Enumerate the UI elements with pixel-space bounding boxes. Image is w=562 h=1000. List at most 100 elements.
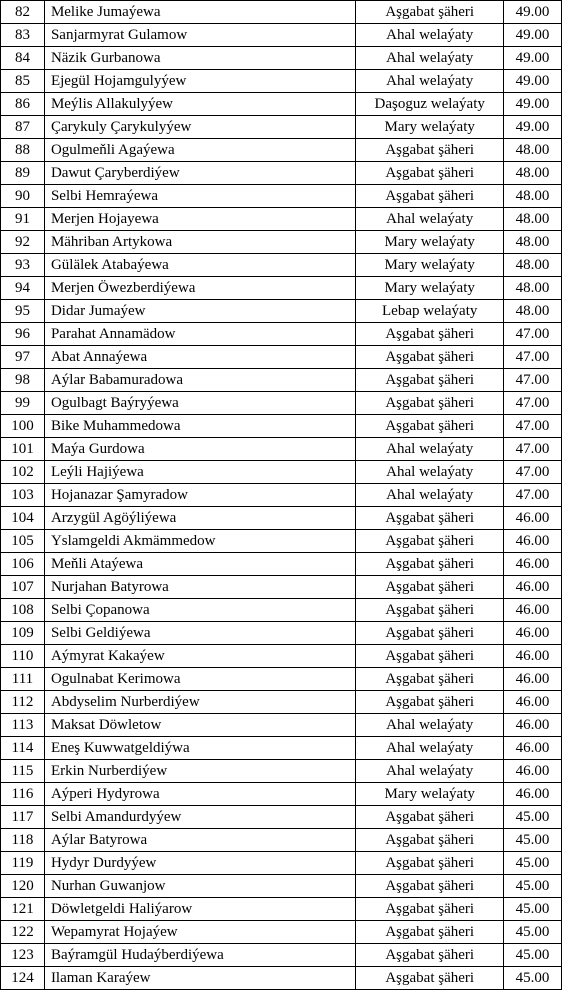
row-name: Melike Jumaýewa <box>44 1 355 24</box>
row-score: 45.00 <box>504 852 562 875</box>
row-number: 88 <box>1 139 45 162</box>
row-score: 45.00 <box>504 944 562 967</box>
table-row: 82Melike JumaýewaAşgabat şäheri49.00 <box>1 1 562 24</box>
table-row: 106Meňli AtaýewaAşgabat şäheri46.00 <box>1 553 562 576</box>
row-name: Selbi Geldiýewa <box>44 622 355 645</box>
row-number: 123 <box>1 944 45 967</box>
table-row: 88Ogulmeňli AgaýewaAşgabat şäheri48.00 <box>1 139 562 162</box>
row-name: Dawut Çaryberdiýew <box>44 162 355 185</box>
row-region: Ahal welaýaty <box>356 737 504 760</box>
table-row: 123Baýramgül HudaýberdiýewaAşgabat şäher… <box>1 944 562 967</box>
row-score: 46.00 <box>504 599 562 622</box>
row-region: Ahal welaýaty <box>356 484 504 507</box>
table-row: 86Meýlis AllakulyýewDaşoguz welaýaty49.0… <box>1 93 562 116</box>
row-score: 49.00 <box>504 116 562 139</box>
row-number: 124 <box>1 967 45 990</box>
row-score: 46.00 <box>504 530 562 553</box>
row-score: 49.00 <box>504 24 562 47</box>
row-score: 45.00 <box>504 829 562 852</box>
row-name: Aýmyrat Kakaýew <box>44 645 355 668</box>
row-name: Ilaman Karaýew <box>44 967 355 990</box>
row-number: 112 <box>1 691 45 714</box>
row-number: 109 <box>1 622 45 645</box>
row-number: 90 <box>1 185 45 208</box>
row-name: Wepamyrat Hojaýew <box>44 921 355 944</box>
row-name: Nurhan Guwanjow <box>44 875 355 898</box>
row-name: Baýramgül Hudaýberdiýewa <box>44 944 355 967</box>
row-number: 99 <box>1 392 45 415</box>
row-score: 46.00 <box>504 645 562 668</box>
row-score: 48.00 <box>504 231 562 254</box>
table-body: 82Melike JumaýewaAşgabat şäheri49.0083Sa… <box>1 1 562 990</box>
table-row: 104Arzygül AgöýliýewaAşgabat şäheri46.00 <box>1 507 562 530</box>
row-number: 96 <box>1 323 45 346</box>
table-row: 113Maksat DöwletowAhal welaýaty46.00 <box>1 714 562 737</box>
table-row: 115Erkin NurberdiýewAhal welaýaty46.00 <box>1 760 562 783</box>
row-number: 85 <box>1 70 45 93</box>
row-name: Abdyselim Nurberdiýew <box>44 691 355 714</box>
table-row: 108Selbi ÇopanowaAşgabat şäheri46.00 <box>1 599 562 622</box>
row-number: 113 <box>1 714 45 737</box>
row-region: Aşgabat şäheri <box>356 369 504 392</box>
row-score: 46.00 <box>504 576 562 599</box>
row-region: Aşgabat şäheri <box>356 507 504 530</box>
table-row: 111Ogulnabat KerimowaAşgabat şäheri46.00 <box>1 668 562 691</box>
table-row: 119Hydyr DurdyýewAşgabat şäheri45.00 <box>1 852 562 875</box>
row-number: 82 <box>1 1 45 24</box>
table-row: 101Maýa GurdowaAhal welaýaty47.00 <box>1 438 562 461</box>
row-region: Aşgabat şäheri <box>356 622 504 645</box>
row-number: 115 <box>1 760 45 783</box>
row-number: 118 <box>1 829 45 852</box>
row-score: 48.00 <box>504 185 562 208</box>
row-score: 48.00 <box>504 208 562 231</box>
row-region: Aşgabat şäheri <box>356 944 504 967</box>
row-region: Aşgabat şäheri <box>356 185 504 208</box>
row-region: Aşgabat şäheri <box>356 323 504 346</box>
row-score: 46.00 <box>504 622 562 645</box>
row-region: Ahal welaýaty <box>356 714 504 737</box>
row-number: 106 <box>1 553 45 576</box>
row-score: 47.00 <box>504 369 562 392</box>
row-number: 121 <box>1 898 45 921</box>
row-region: Aşgabat şäheri <box>356 530 504 553</box>
row-number: 91 <box>1 208 45 231</box>
row-name: Gülälek Atabaýewa <box>44 254 355 277</box>
table-row: 124Ilaman KaraýewAşgabat şäheri45.00 <box>1 967 562 990</box>
table-row: 84Näzik GurbanowaAhal welaýaty49.00 <box>1 47 562 70</box>
table-row: 105Yslamgeldi AkmämmedowAşgabat şäheri46… <box>1 530 562 553</box>
row-name: Abat Annaýewa <box>44 346 355 369</box>
row-name: Aýperi Hydyrowa <box>44 783 355 806</box>
row-score: 47.00 <box>504 415 562 438</box>
table-row: 109Selbi GeldiýewaAşgabat şäheri46.00 <box>1 622 562 645</box>
row-score: 46.00 <box>504 668 562 691</box>
row-score: 49.00 <box>504 70 562 93</box>
row-name: Aýlar Babamuradowa <box>44 369 355 392</box>
row-score: 48.00 <box>504 162 562 185</box>
row-name: Erkin Nurberdiýew <box>44 760 355 783</box>
row-score: 45.00 <box>504 875 562 898</box>
row-score: 45.00 <box>504 806 562 829</box>
table-row: 121Döwletgeldi HaliýarowAşgabat şäheri45… <box>1 898 562 921</box>
row-region: Ahal welaýaty <box>356 208 504 231</box>
row-region: Mary welaýaty <box>356 783 504 806</box>
row-score: 46.00 <box>504 714 562 737</box>
table-row: 99Ogulbagt BaýryýewaAşgabat şäheri47.00 <box>1 392 562 415</box>
row-score: 46.00 <box>504 553 562 576</box>
row-region: Aşgabat şäheri <box>356 599 504 622</box>
row-name: Parahat Annamädow <box>44 323 355 346</box>
row-name: Ogulbagt Baýryýewa <box>44 392 355 415</box>
row-region: Ahal welaýaty <box>356 760 504 783</box>
table-row: 116Aýperi HydyrowaMary welaýaty46.00 <box>1 783 562 806</box>
table-row: 122Wepamyrat HojaýewAşgabat şäheri45.00 <box>1 921 562 944</box>
row-number: 104 <box>1 507 45 530</box>
row-name: Didar Jumaýew <box>44 300 355 323</box>
row-region: Aşgabat şäheri <box>356 162 504 185</box>
row-region: Aşgabat şäheri <box>356 921 504 944</box>
row-region: Aşgabat şäheri <box>356 875 504 898</box>
row-score: 47.00 <box>504 461 562 484</box>
table-row: 90Selbi HemraýewaAşgabat şäheri48.00 <box>1 185 562 208</box>
table-row: 96Parahat AnnamädowAşgabat şäheri47.00 <box>1 323 562 346</box>
row-name: Sanjarmyrat Gulamow <box>44 24 355 47</box>
table-row: 117Selbi AmandurdyýewAşgabat şäheri45.00 <box>1 806 562 829</box>
row-name: Leýli Hajiýewa <box>44 461 355 484</box>
